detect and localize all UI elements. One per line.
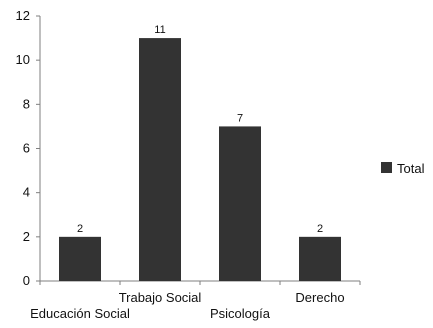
x-tick-label-2: Trabajo Social [119,290,202,305]
data-labels: 2 11 7 2 [77,24,323,235]
y-tick-label: 0 [23,273,30,288]
bar-2 [139,38,181,282]
y-tick-label: 10 [16,52,30,67]
y-tick-label: 2 [23,229,30,244]
legend: Total [381,161,425,176]
x-axis [39,280,361,285]
y-tick-label: 6 [23,141,30,156]
data-label-1: 2 [77,223,83,235]
y-tick-label: 4 [23,185,30,200]
bar-4 [299,236,341,281]
y-axis [36,15,41,282]
bars [59,38,341,282]
data-label-4: 2 [317,223,323,235]
legend-swatch-total [381,162,392,173]
x-tick-label-1: Educación Social [30,306,130,321]
x-tick-label-3: Psicología [210,306,271,321]
bar-3 [219,126,261,282]
data-label-2: 11 [154,24,165,36]
y-tick-label: 12 [16,8,30,23]
bar-1 [59,236,101,281]
legend-label-total: Total [397,161,425,176]
y-tick-labels: 0 2 4 6 8 10 12 [16,8,30,288]
x-tick-label-4: Derecho [295,290,344,305]
y-tick-label: 8 [23,96,30,111]
data-label-3: 7 [237,112,243,124]
